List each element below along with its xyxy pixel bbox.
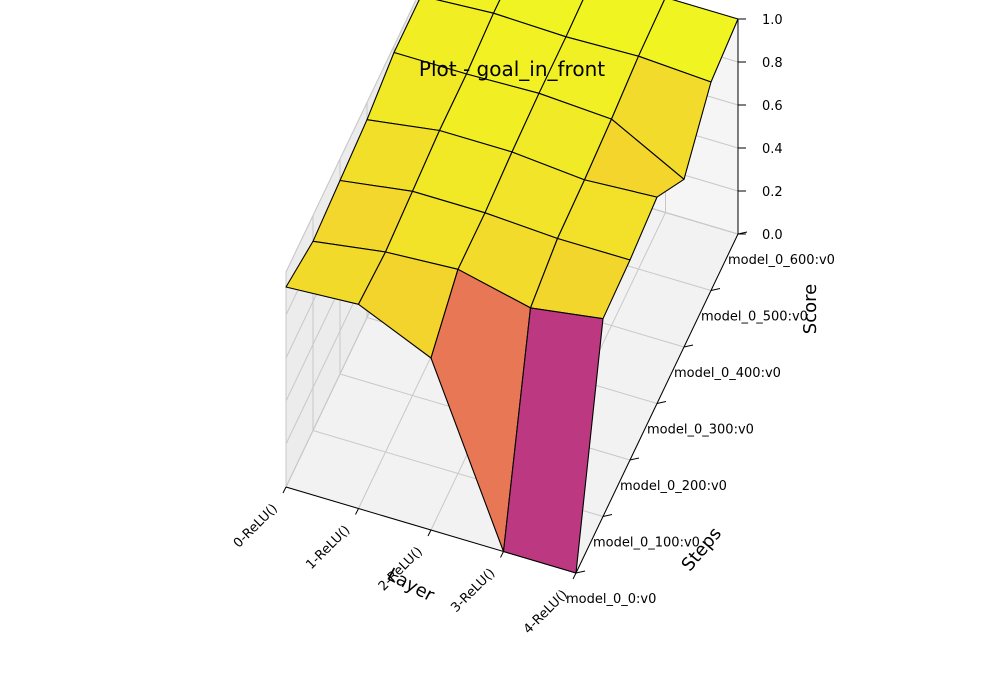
x-tick-label: 0-ReLU() — [231, 501, 281, 551]
y-tick-mark — [656, 401, 667, 404]
z-tick-label: 1.0 — [762, 13, 783, 28]
y-tick-label: model_0_200:v0 — [620, 479, 727, 494]
x-tick-mark — [282, 486, 287, 494]
x-tick-label: 1-ReLU() — [303, 523, 353, 573]
y-tick-label: model_0_300:v0 — [647, 423, 754, 438]
chart-title: Plot - goal_in_front — [419, 57, 605, 81]
y-tick-label: model_0_500:v0 — [701, 310, 808, 325]
z-tick-label: 0.8 — [762, 56, 783, 71]
y-tick-label: model_0_600:v0 — [728, 253, 835, 268]
y-tick-label: model_0_400:v0 — [674, 366, 781, 381]
x-tick-mark — [572, 572, 577, 580]
x-tick-label: 4-ReLU() — [521, 587, 571, 637]
y-tick-mark — [710, 288, 721, 291]
z-tick-label: 0.4 — [762, 142, 783, 157]
x-tick-mark — [500, 551, 504, 558]
x-tick-mark — [355, 508, 359, 515]
surface-patch — [502, 307, 604, 574]
z-tick-label: 0.2 — [762, 185, 783, 200]
y-tick-mark — [575, 570, 586, 574]
surface — [285, 0, 739, 574]
z-tick-label: 0.6 — [762, 99, 783, 114]
y-tick-label: model_0_0:v0 — [566, 592, 656, 607]
y-tick-mark — [683, 344, 694, 348]
y-tick-mark — [602, 514, 613, 517]
z-gridline — [285, 0, 739, 273]
x-tick-label: 3-ReLU() — [448, 566, 498, 616]
y-tick-mark — [629, 457, 640, 461]
z-axis-label: Score — [800, 284, 821, 334]
z-tick-label: 0.0 — [762, 228, 783, 243]
x-tick-mark — [427, 529, 432, 537]
x-axis-label: Layer — [383, 564, 438, 606]
y-tick-label: model_0_100:v0 — [593, 536, 700, 551]
